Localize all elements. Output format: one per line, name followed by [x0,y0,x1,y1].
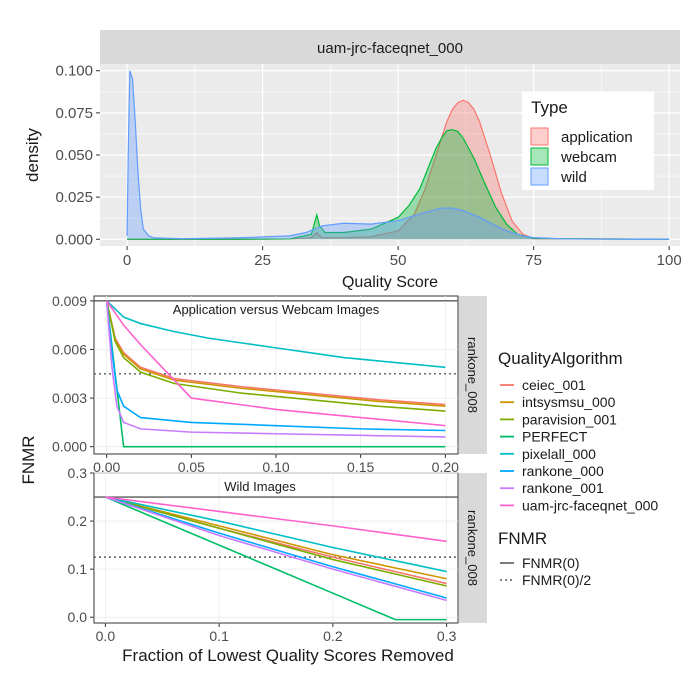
app-webcam-y-ticks: 0.000 0.003 0.006 0.009 [52,293,94,455]
type-legend-key-webcam [530,147,549,166]
density-panel: uam-jrc-faceqnet_000 0.000 0.025 0.050 0.07… [23,30,682,291]
density-y-tick-label: 0.075 [55,105,93,122]
wild-plot-bg [93,472,459,624]
density-x-ticks: 0 25 50 75 100 [123,246,682,269]
density-strip [100,30,680,64]
density-line-wild [126,70,670,240]
qa-legend-label-intsysmsu_000: intsysmsu_000 [522,394,616,410]
app-webcam-series [94,300,458,448]
density-y-label: density [23,128,42,182]
density-y-tick-label: 0.000 [55,231,93,248]
app-webcam-x-ticks: 0.00 0.05 0.10 0.15 0.20 [93,454,459,475]
density-y-ticks: 0.000 0.025 0.050 0.075 0.100 [55,63,100,248]
type-legend-label-application: application [561,129,633,146]
density-y-tick-label: 0.100 [55,63,93,80]
fnmr-legend-label-fnmr0: FNMR(0) [522,555,580,571]
app-webcam-line-uam-jrc-faceqnet_000 [106,300,446,427]
wild-line-rankone_000 [105,496,447,599]
wild-y-tick-label: 0.1 [68,561,88,577]
app-webcam-x-tick-label: 0.20 [432,459,459,475]
wild-y-ticks: 0.0 0.1 0.2 0.3 [68,465,94,625]
qa-legend-label-rankone_001: rankone_001 [522,480,604,496]
app-webcam-line-rankone_001 [105,300,446,438]
app-webcam-title: Application versus Webcam Images [173,302,380,317]
wild-strip-label: rankone_008 [465,510,480,586]
fnmr-legend-label-fnmr0-half: FNMR(0)/2 [522,572,591,588]
type-legend-key-application [530,127,549,146]
type-legend-label-wild: wild [560,169,587,186]
fnmr-legend-title: FNMR [498,529,547,548]
density-y-tick-label: 0.050 [55,147,93,164]
app-webcam-x-tick-label: 0.05 [178,459,205,475]
wild-x-tick-label: 0.3 [437,628,457,644]
wild-x-tick-label: 0.2 [323,628,343,644]
density-y-tick-label: 0.025 [55,189,93,206]
density-x-tick-label: 25 [254,252,271,269]
app-webcam-y-tick-label: 0.000 [52,439,87,455]
density-line-webcam [127,129,670,240]
density-x-tick-label: 100 [657,252,682,269]
qa-legend-label-paravision_001: paravision_001 [522,411,617,427]
wild-line-paravision_001 [105,496,447,587]
type-legend-label-webcam: webcam [560,149,617,166]
type-legend-bg [522,92,654,190]
quality-algorithm-legend: QualityAlgorithm ceiec_001intsysmsu_000p… [498,349,658,513]
app-webcam-line-paravision_001 [105,300,446,412]
app-webcam-line-ceiec_001 [105,300,446,406]
fnmr-x-label: Fraction of Lowest Quality Scores Remove… [122,646,454,665]
fnmr-y-label: FNMR [19,435,38,484]
app-webcam-x-tick-label: 0.00 [93,459,120,475]
wild-y-tick-label: 0.3 [68,465,88,481]
app-webcam-y-tick-label: 0.003 [52,390,87,406]
app-webcam-x-tick-label: 0.15 [347,459,374,475]
type-legend-key-wild [530,167,549,186]
wild-x-tick-label: 0.1 [209,628,229,644]
qa-legend-label-ceiec_001: ceiec_001 [522,377,586,393]
fnmr-legend: FNMR FNMR(0)FNMR(0)/2 [498,529,591,588]
type-legend: Type application webcam wild [522,92,654,190]
app-webcam-y-tick-label: 0.009 [52,293,87,309]
wild-panel: Wild Images rankone_008 0.0 0.1 0.2 0.3 0.0… [19,435,487,665]
wild-line-PERFECT [105,496,447,621]
density-x-tick-label: 50 [390,252,407,269]
wild-x-ticks: 0.0 0.1 0.2 0.3 [96,623,457,644]
wild-series [94,496,458,621]
density-x-label: Quality Score [342,274,438,291]
app-webcam-strip [459,296,487,454]
density-x-tick-label: 75 [525,252,542,269]
density-strip-label: uam-jrc-faceqnet_000 [317,40,463,57]
wild-line-uam-jrc-faceqnet_000 [105,496,447,543]
qa-legend-label-PERFECT: PERFECT [522,429,588,445]
wild-line-rankone_001 [105,496,447,602]
density-series [126,70,670,240]
density-line-application [127,99,670,240]
qa-legend-label-uam-jrc-faceqnet_000: uam-jrc-faceqnet_000 [522,497,658,513]
app-webcam-y-tick-label: 0.006 [52,341,87,357]
type-legend-title: Type [531,98,568,117]
app-webcam-panel: Application versus Webcam Images rankone… [52,293,487,475]
app-webcam-line-rankone_000 [105,300,446,432]
wild-line-pixelall_000 [105,496,447,573]
wild-line-intsysmsu_000 [105,496,447,580]
wild-strip [459,473,487,623]
app-webcam-x-tick-label: 0.10 [262,459,289,475]
wild-x-tick-label: 0.0 [96,628,116,644]
wild-y-tick-label: 0.0 [68,609,88,625]
qa-legend-label-pixelall_000: pixelall_000 [522,446,596,462]
quality-algorithm-legend-title: QualityAlgorithm [498,349,623,368]
wild-title: Wild Images [224,479,296,494]
density-x-tick-label: 0 [123,252,131,269]
app-webcam-strip-label: rankone_008 [465,337,480,413]
wild-y-tick-label: 0.2 [68,513,88,529]
app-webcam-line-pixelall_000 [106,300,446,369]
qa-legend-label-rankone_000: rankone_000 [522,463,604,479]
